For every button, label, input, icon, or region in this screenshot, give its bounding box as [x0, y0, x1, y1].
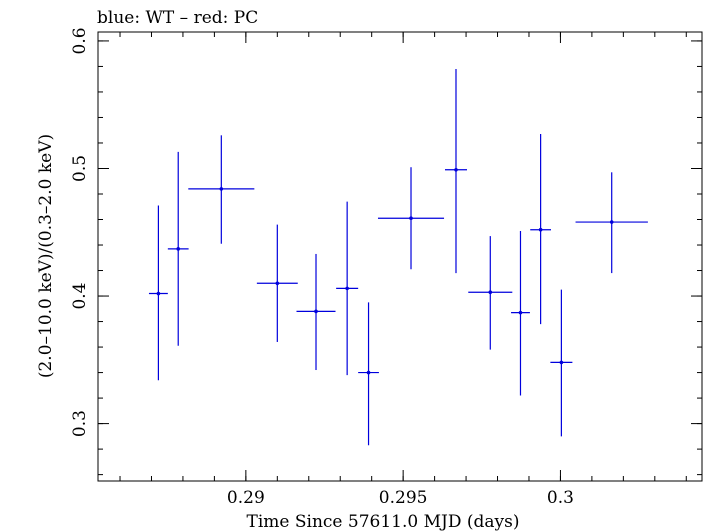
data-marker	[518, 310, 523, 315]
data-point	[377, 167, 445, 270]
x-tick-label: 0.3	[547, 488, 574, 508]
data-point	[256, 224, 298, 342]
data-marker	[409, 216, 413, 221]
data-series	[148, 68, 648, 446]
data-marker	[314, 309, 318, 314]
data-marker	[609, 220, 614, 224]
plot-frame	[97, 31, 703, 482]
data-point	[296, 253, 336, 371]
data-point	[550, 289, 573, 437]
y-tick-label: 0.5	[70, 155, 90, 182]
data-marker	[156, 291, 161, 296]
x-tick-label: 0.29	[227, 488, 265, 508]
axis-tick-labels: 0.29 0.295 0.3 0.3 0.4 0.5 0.6	[70, 27, 574, 508]
axis-ticks	[98, 32, 702, 481]
data-marker	[366, 370, 371, 375]
data-marker	[176, 247, 181, 251]
data-marker	[454, 167, 458, 172]
data-point	[148, 205, 168, 381]
data-marker	[219, 187, 224, 191]
data-marker	[345, 286, 349, 291]
data-point	[511, 230, 530, 396]
data-marker	[559, 360, 564, 365]
data-marker	[275, 281, 280, 286]
y-tick-label: 0.6	[70, 27, 90, 54]
y-tick-label: 0.3	[70, 410, 90, 437]
data-point	[336, 201, 359, 376]
chart-title: blue: WT – red: PC	[97, 8, 258, 28]
y-tick-label: 0.4	[70, 283, 90, 310]
data-point	[167, 151, 189, 346]
x-tick-label: 0.295	[379, 488, 428, 508]
data-point	[468, 236, 513, 350]
data-point	[358, 302, 379, 446]
data-point	[575, 172, 648, 274]
data-marker	[538, 227, 543, 232]
y-axis-label: (2.0–10.0 keV)/(0.3–2.0 keV)	[36, 134, 56, 378]
data-point	[530, 134, 551, 325]
x-axis-label: Time Since 57611.0 MJD (days)	[247, 512, 520, 532]
data-marker	[488, 290, 493, 295]
data-point	[444, 68, 468, 274]
data-point	[188, 135, 255, 244]
